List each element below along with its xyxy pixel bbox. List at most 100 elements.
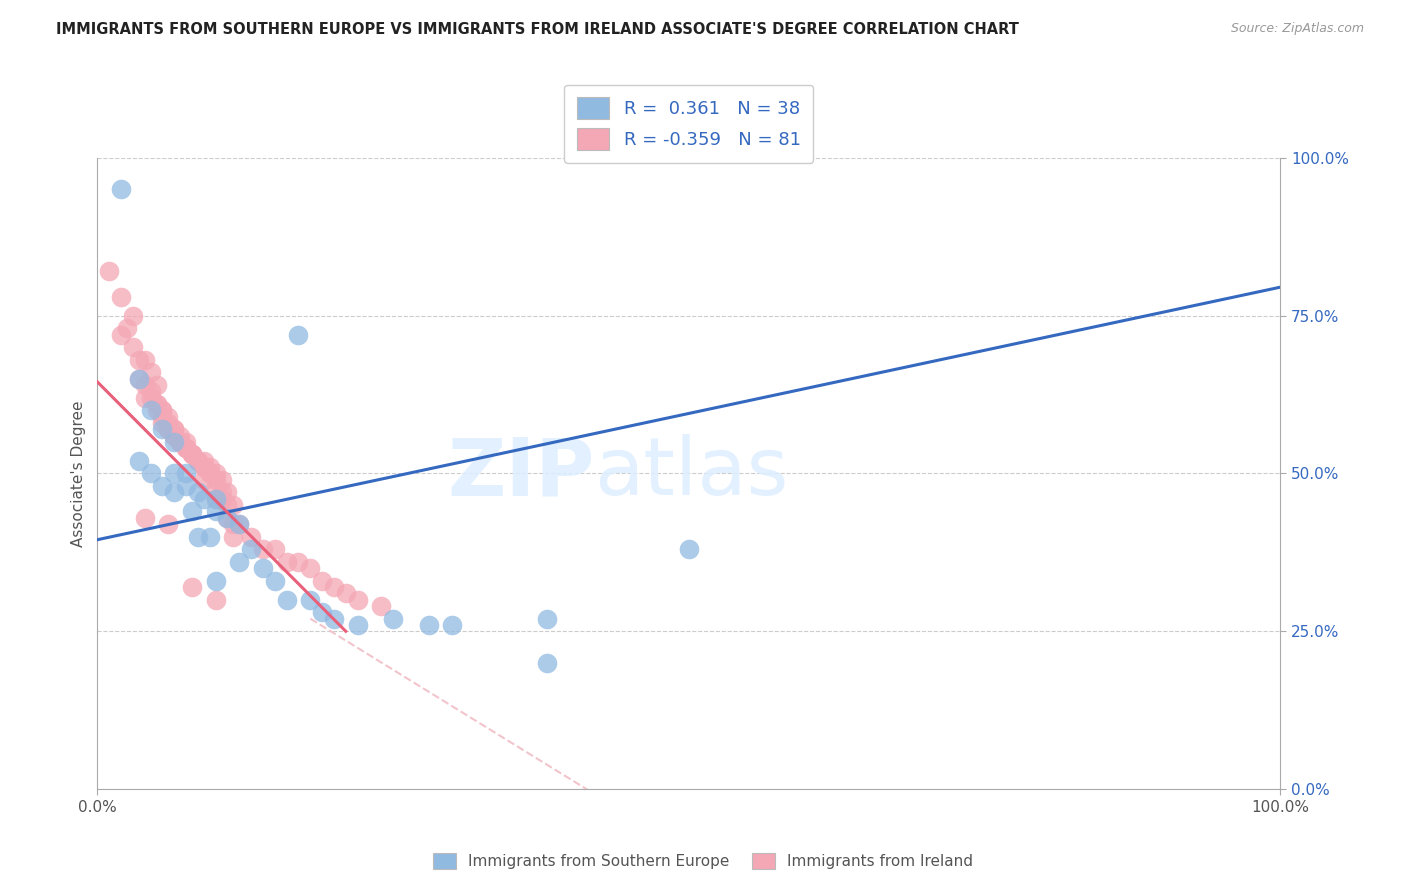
Point — [169, 434, 191, 449]
Point — [335, 586, 357, 600]
Point — [193, 460, 215, 475]
Point — [152, 409, 174, 424]
Point — [370, 599, 392, 613]
Point — [181, 448, 204, 462]
Y-axis label: Associate's Degree: Associate's Degree — [72, 401, 86, 547]
Point — [139, 384, 162, 399]
Point — [240, 542, 263, 557]
Point — [174, 467, 197, 481]
Point — [311, 574, 333, 588]
Point — [204, 479, 226, 493]
Point — [193, 460, 215, 475]
Point — [169, 428, 191, 442]
Point — [204, 491, 226, 506]
Point — [217, 485, 239, 500]
Point — [110, 290, 132, 304]
Point — [110, 327, 132, 342]
Point — [299, 561, 322, 575]
Point — [211, 473, 233, 487]
Point — [311, 605, 333, 619]
Point — [157, 416, 180, 430]
Point — [204, 491, 226, 506]
Point — [198, 530, 221, 544]
Point — [152, 479, 174, 493]
Point — [211, 491, 233, 506]
Point — [145, 397, 167, 411]
Point — [441, 618, 464, 632]
Point — [128, 454, 150, 468]
Point — [222, 498, 245, 512]
Point — [163, 467, 186, 481]
Point — [187, 485, 209, 500]
Point — [678, 542, 700, 557]
Point — [276, 555, 298, 569]
Point — [323, 580, 346, 594]
Point — [174, 441, 197, 455]
Point — [134, 352, 156, 367]
Point — [287, 555, 309, 569]
Point — [115, 321, 138, 335]
Point — [198, 460, 221, 475]
Point — [204, 473, 226, 487]
Point — [157, 422, 180, 436]
Point — [287, 327, 309, 342]
Point — [181, 504, 204, 518]
Point — [139, 467, 162, 481]
Point — [163, 428, 186, 442]
Point — [198, 467, 221, 481]
Point — [134, 510, 156, 524]
Point — [204, 574, 226, 588]
Point — [252, 542, 274, 557]
Point — [145, 378, 167, 392]
Point — [346, 618, 368, 632]
Point — [152, 403, 174, 417]
Point — [228, 516, 250, 531]
Point — [163, 485, 186, 500]
Point — [217, 510, 239, 524]
Point — [134, 391, 156, 405]
Point — [110, 182, 132, 196]
Point — [128, 372, 150, 386]
Point — [187, 454, 209, 468]
Point — [157, 409, 180, 424]
Point — [98, 264, 121, 278]
Point — [299, 592, 322, 607]
Point — [204, 467, 226, 481]
Point — [169, 434, 191, 449]
Point — [222, 530, 245, 544]
Point — [139, 403, 162, 417]
Point — [181, 448, 204, 462]
Point — [121, 309, 143, 323]
Point — [346, 592, 368, 607]
Point — [139, 365, 162, 379]
Point — [222, 516, 245, 531]
Point — [152, 416, 174, 430]
Point — [128, 372, 150, 386]
Text: Source: ZipAtlas.com: Source: ZipAtlas.com — [1230, 22, 1364, 36]
Point — [181, 448, 204, 462]
Point — [193, 491, 215, 506]
Point — [187, 454, 209, 468]
Legend: Immigrants from Southern Europe, Immigrants from Ireland: Immigrants from Southern Europe, Immigra… — [426, 847, 980, 875]
Point — [217, 498, 239, 512]
Point — [536, 612, 558, 626]
Point — [204, 504, 226, 518]
Point — [157, 422, 180, 436]
Legend: R =  0.361   N = 38, R = -0.359   N = 81: R = 0.361 N = 38, R = -0.359 N = 81 — [564, 85, 814, 163]
Point — [121, 340, 143, 354]
Text: IMMIGRANTS FROM SOUTHERN EUROPE VS IMMIGRANTS FROM IRELAND ASSOCIATE'S DEGREE CO: IMMIGRANTS FROM SOUTHERN EUROPE VS IMMIG… — [56, 22, 1019, 37]
Point — [157, 516, 180, 531]
Point — [276, 592, 298, 607]
Point — [211, 485, 233, 500]
Point — [193, 473, 215, 487]
Point — [174, 441, 197, 455]
Point — [145, 403, 167, 417]
Point — [187, 454, 209, 468]
Point — [536, 656, 558, 670]
Point — [163, 428, 186, 442]
Point — [152, 422, 174, 436]
Point — [323, 612, 346, 626]
Point — [174, 434, 197, 449]
Point — [204, 592, 226, 607]
Point — [217, 510, 239, 524]
